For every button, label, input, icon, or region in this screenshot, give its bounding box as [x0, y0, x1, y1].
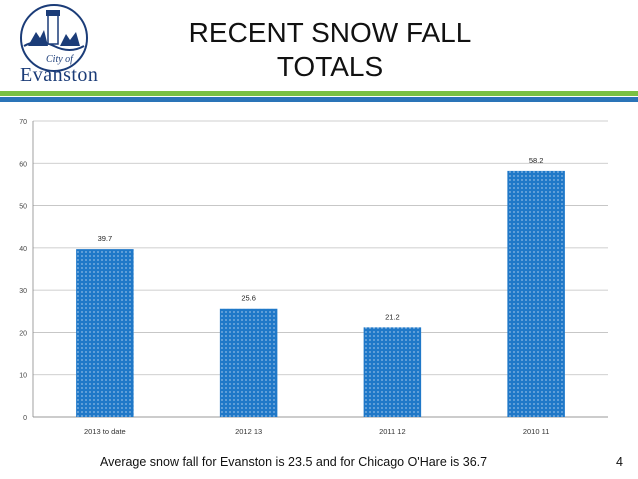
- slide-title: RECENT SNOW FALL TOTALS: [120, 16, 540, 84]
- x-tick-label: 2011 12: [379, 427, 406, 436]
- city-logo: City of Evanston: [8, 2, 100, 88]
- header-rule-blue: [0, 97, 638, 102]
- data-label: 39.7: [98, 234, 113, 243]
- page-number: 4: [616, 455, 623, 469]
- title-line-1: RECENT SNOW FALL: [188, 17, 472, 48]
- y-tick-label: 60: [19, 161, 27, 168]
- snowfall-chart: 0 10 20 30 40 50 60 70 39.7 2013 to date 25.6 2012 …: [0, 106, 638, 442]
- logo-evanston: Evanston: [20, 64, 99, 86]
- footer-note: Average snow fall for Evanston is 23.5 a…: [100, 455, 488, 469]
- data-label: 21.2: [385, 312, 400, 321]
- data-label: 58.2: [529, 156, 544, 165]
- label-layer: 0 10 20 30 40 50 60 70 39.7 2013 to date 25.6 2012 …: [19, 119, 549, 436]
- y-tick-label: 30: [19, 288, 27, 295]
- y-tick-label: 50: [19, 204, 27, 211]
- x-tick-label: 2010 11: [523, 427, 550, 436]
- x-tick-label: 2013 to date: [84, 427, 126, 436]
- bar-layer: [76, 170, 565, 417]
- bar-0: [76, 249, 134, 417]
- y-tick-label: 40: [19, 246, 27, 253]
- data-label: 25.6: [241, 294, 256, 303]
- y-tick-label: 20: [19, 330, 27, 337]
- bar-2: [363, 327, 422, 417]
- lighthouse-logo-icon: [20, 4, 88, 72]
- y-tick-label: 10: [19, 373, 27, 380]
- y-tick-label: 0: [23, 415, 27, 422]
- bar-3: [507, 170, 565, 417]
- x-tick-label: 2012 13: [235, 427, 262, 436]
- logo-city-of: City of: [46, 54, 73, 65]
- y-tick-label: 70: [19, 119, 27, 126]
- title-line-2: TOTALS: [276, 51, 384, 82]
- header-rule-green: [0, 91, 638, 96]
- chart-svg: 0 10 20 30 40 50 60 70 39.7 2013 to date 25.6 2012 …: [19, 119, 608, 436]
- bar-1: [219, 308, 278, 417]
